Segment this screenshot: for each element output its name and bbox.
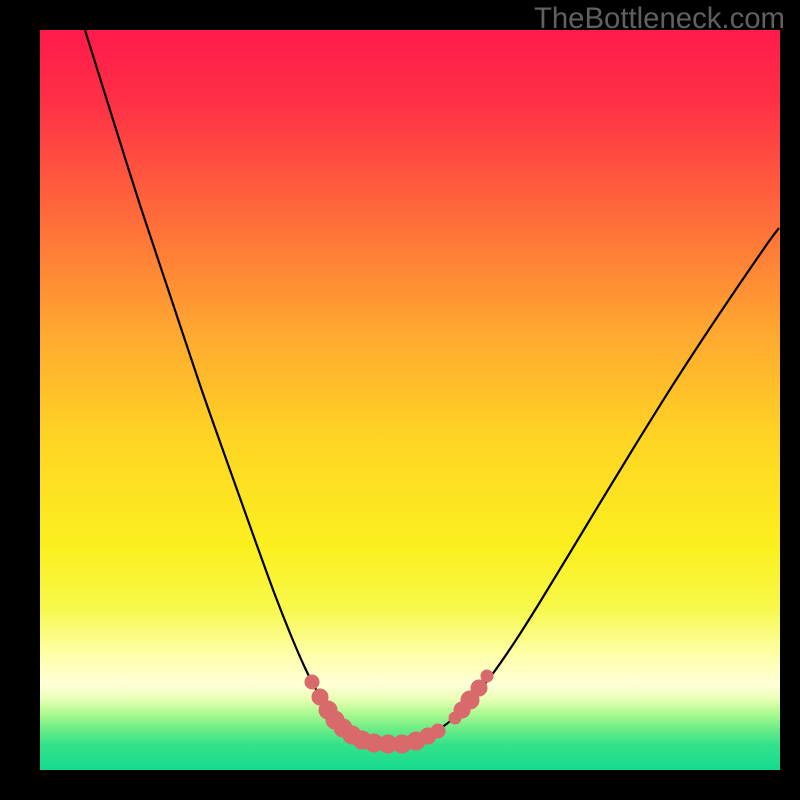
curve-marker [481, 670, 493, 682]
curve-marker [431, 724, 445, 738]
watermark-text: TheBottleneck.com [534, 2, 785, 36]
plot-background [40, 30, 780, 770]
chart-frame: TheBottleneck.com [0, 0, 800, 800]
curve-marker [305, 675, 319, 689]
curve-marker [471, 680, 487, 696]
chart-svg [0, 0, 800, 800]
